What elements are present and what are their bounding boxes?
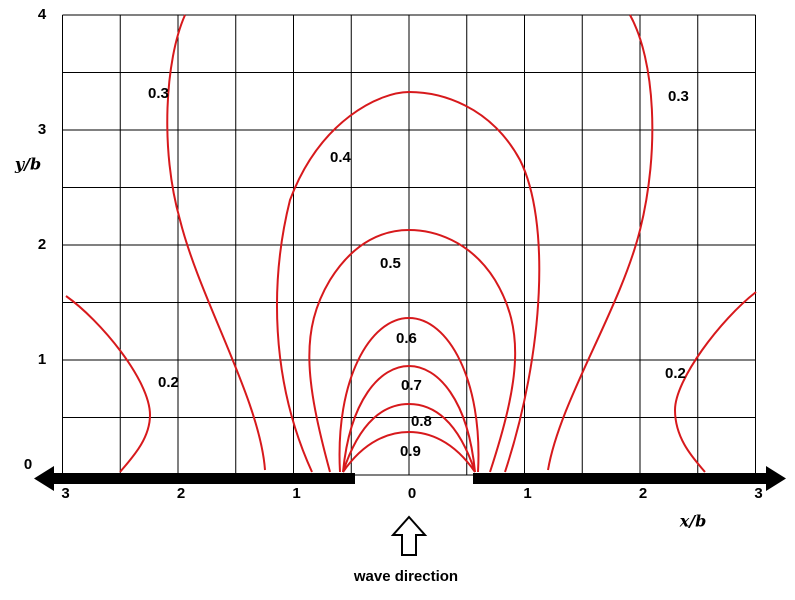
contours [65,14,757,473]
contour-label: 0.3 [148,85,169,102]
contour [338,316,480,473]
caption: wave direction [353,568,458,585]
contour-label: 0.8 [411,413,432,430]
breakwater-left [50,473,355,484]
contour-label: 0.4 [330,149,352,166]
x-tick-label: 2 [177,485,185,502]
contour [276,90,541,473]
contour [342,430,476,473]
x-tick-label: 2 [639,485,647,502]
contour [166,14,266,471]
contour-label: 0.2 [665,365,686,382]
breakwater [34,466,786,491]
contour-label: 0.9 [400,443,421,460]
arrow-head [34,466,54,491]
contour [65,295,152,473]
contour [547,14,654,471]
grid [62,14,756,476]
x-tick-label: 0 [408,485,416,502]
contour [308,228,517,473]
y-tick-label: 4 [38,6,47,23]
x-axis-label: x/b [679,512,707,531]
arrow-head [766,466,786,491]
y-tick-label: 2 [38,236,46,253]
breakwater-right [473,473,769,484]
contour-label: 0.7 [401,377,422,394]
x-tick-label: 3 [61,485,69,502]
y-tick-label: 0 [24,456,32,473]
y-axis-label: y/b [14,155,41,174]
contour-label: 0.6 [396,330,417,347]
x-tick-label: 1 [523,485,531,502]
contour [342,402,476,473]
contour-label: 0.2 [158,374,179,391]
contour-label: 0.5 [380,255,401,272]
contour [673,291,757,473]
y-tick-label: 1 [38,351,46,368]
wave-arrow [390,515,428,556]
contour [342,364,476,473]
contour-label: 0.3 [668,88,689,105]
x-tick-label: 3 [754,485,762,502]
y-tick-label: 3 [38,121,46,138]
x-tick-label: 1 [292,485,300,502]
